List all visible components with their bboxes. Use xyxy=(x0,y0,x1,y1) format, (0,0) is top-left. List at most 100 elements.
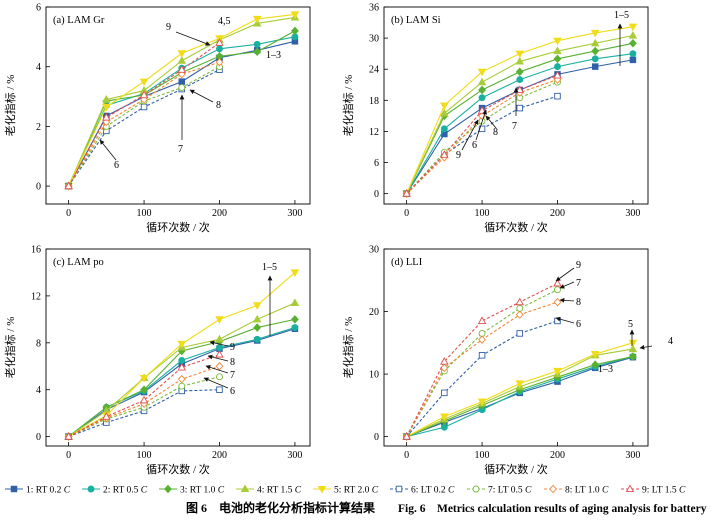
y-axis-label: 老化指标 / % xyxy=(3,75,17,137)
legend-item: 8: LT 1.0 C xyxy=(544,484,609,496)
x-tick-label: 100 xyxy=(137,208,152,219)
data-point-series-8 xyxy=(440,363,449,373)
series-line-7 xyxy=(406,289,558,437)
legend-c-rate-unit: C xyxy=(679,486,686,496)
x-tick-label: 0 xyxy=(404,450,409,461)
data-point-series-4 xyxy=(440,108,449,117)
series-line-9 xyxy=(406,282,558,437)
y-tick-label: 30 xyxy=(369,245,379,256)
data-point-series-5 xyxy=(102,103,111,112)
annotation-label: 9 xyxy=(576,260,581,271)
annotation-label: 5 xyxy=(628,319,633,330)
data-point-series-3 xyxy=(291,26,299,36)
data-point-series-1 xyxy=(178,78,186,85)
annotation-arrow xyxy=(559,281,575,289)
annotation-label: 8 xyxy=(493,127,498,138)
legend-c-rate-unit: C xyxy=(525,486,532,496)
data-point-series-3 xyxy=(291,315,299,324)
data-point-series-2 xyxy=(629,50,637,58)
legend-marker xyxy=(10,485,18,493)
legend-item: 3: RT 1.0 C xyxy=(159,484,225,496)
legend-label: 2: RT 0.5 C xyxy=(103,486,148,496)
data-point-series-3 xyxy=(515,67,524,77)
data-point-series-3 xyxy=(253,323,262,332)
y-tick-label: 6 xyxy=(374,158,379,169)
series-line-9 xyxy=(68,354,220,438)
annotation-label: 6 xyxy=(472,140,477,151)
data-point-series-7 xyxy=(554,286,561,294)
annotation-label: 7 xyxy=(512,121,517,132)
annotation-arrow xyxy=(175,31,211,46)
annotation-arrow xyxy=(205,365,229,374)
series-line-8 xyxy=(406,79,558,195)
x-tick-label: 200 xyxy=(212,208,227,219)
y-tick-label: 12 xyxy=(31,291,41,302)
data-point-series-9 xyxy=(553,278,562,287)
data-point-series-9 xyxy=(477,316,487,324)
data-point-series-9 xyxy=(102,412,111,420)
legend-label: 3: RT 1.0 C xyxy=(180,486,225,496)
x-tick-label: 200 xyxy=(550,208,565,219)
legend-c-rate-unit: C xyxy=(448,486,455,496)
legend-label: 4: RT 1.5 C xyxy=(257,486,302,496)
data-point-series-4 xyxy=(102,95,111,103)
data-point-series-9 xyxy=(402,432,411,440)
annotation-arrow xyxy=(207,354,229,362)
data-point-series-3 xyxy=(553,54,562,64)
legend-c-rate-unit: C xyxy=(295,486,302,496)
y-tick-label: 4 xyxy=(36,62,41,73)
legend-c-rate-unit: C xyxy=(372,486,379,496)
data-point-series-9 xyxy=(402,189,411,197)
legend-marker xyxy=(87,485,95,493)
data-point-series-2 xyxy=(440,125,448,133)
plot-frame xyxy=(45,248,311,447)
x-axis-label: 循环次数 / 次 xyxy=(146,220,210,234)
data-point-series-9 xyxy=(215,38,224,46)
data-point-series-2 xyxy=(591,55,599,63)
data-point-series-9 xyxy=(64,181,73,190)
panel-title: (a) LAM Gr xyxy=(53,15,105,26)
annotation-arrow xyxy=(485,115,497,129)
data-point-series-4 xyxy=(515,56,525,65)
x-tick-label: 0 xyxy=(66,208,71,219)
data-point-series-8 xyxy=(553,297,562,307)
x-tick-label: 300 xyxy=(625,450,640,461)
panel-lam-gr: 0 100 200 300 0 2 4 6 (a) LAM Gr 循环次数 / 次 老化指标 / %… xyxy=(3,3,311,234)
data-point-series-4 xyxy=(590,38,600,47)
data-point-series-6 xyxy=(216,386,223,393)
annotation-label: 1–3 xyxy=(598,364,613,375)
y-tick-label: 30 xyxy=(369,34,379,45)
legend-item: 7: LT 0.5 C xyxy=(467,486,532,496)
data-point-series-8 xyxy=(215,361,224,371)
annotation-arrow xyxy=(639,344,653,350)
data-point-series-7 xyxy=(216,373,223,381)
data-point-series-5 xyxy=(252,302,262,310)
legend-label: 8: LT 1.0 C xyxy=(565,486,609,496)
data-point-series-9 xyxy=(515,297,525,306)
data-point-series-5 xyxy=(440,413,449,422)
data-point-series-8 xyxy=(515,310,524,319)
data-point-series-4 xyxy=(477,77,487,86)
annotation-arrow xyxy=(555,267,575,282)
data-point-series-6 xyxy=(554,92,561,100)
y-axis-label: 老化指标 / % xyxy=(341,75,355,137)
legend-label: 5: RT 2.0 C xyxy=(334,486,379,496)
y-tick-label: 2 xyxy=(36,122,41,133)
data-point-series-5 xyxy=(252,15,262,24)
data-point-series-5 xyxy=(628,339,638,348)
data-point-series-5 xyxy=(215,316,224,324)
data-point-series-9 xyxy=(102,112,111,121)
data-point-series-5 xyxy=(553,367,562,376)
y-tick-label: 0 xyxy=(374,189,379,200)
data-point-series-3 xyxy=(629,39,637,48)
data-point-series-2 xyxy=(516,76,524,84)
data-point-series-6 xyxy=(516,104,524,112)
legend-c-rate-unit: C xyxy=(602,486,609,496)
data-point-series-1 xyxy=(629,56,637,64)
annotation-label: 8 xyxy=(576,297,581,308)
data-point-series-4 xyxy=(252,314,262,323)
y-tick-label: 4 xyxy=(36,385,41,396)
data-point-series-6 xyxy=(478,125,486,133)
legend-item: 4: RT 1.5 C xyxy=(236,484,302,496)
